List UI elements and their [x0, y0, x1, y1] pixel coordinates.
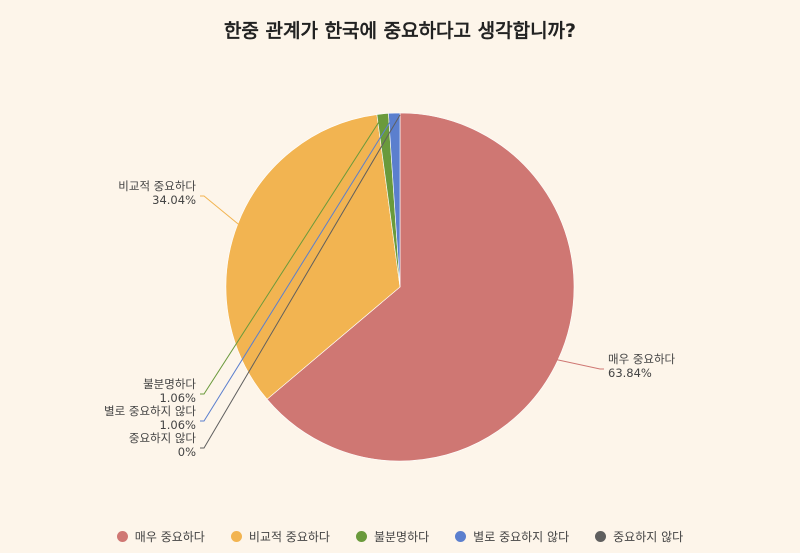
legend-label-5: 중요하지 않다 — [613, 530, 684, 544]
pie-slice-4 — [388, 112, 401, 288]
legend-swatch-1 — [116, 531, 128, 542]
slice-value-label-2: 34.04% — [152, 193, 196, 207]
legend-item-4[interactable]: 별로 중요하지 않다 — [455, 528, 569, 545]
legend-label-2: 비교적 중요하다 — [248, 530, 330, 544]
legend-label-4: 별로 중요하지 않다 — [473, 530, 570, 544]
leader-line-2 — [200, 195, 240, 226]
slice-label-4: 별로 중요하지 않다 — [104, 404, 196, 418]
slice-label-3: 불분명하다 — [143, 377, 196, 391]
leader-line-1 — [555, 358, 604, 370]
legend-swatch-2 — [230, 531, 242, 542]
slice-label-1: 매우 중요하다 — [608, 352, 676, 366]
legend-label-3: 불분명하다 — [373, 530, 430, 544]
slice-value-label-3: 1.06% — [159, 391, 196, 405]
slice-label-2: 비교적 중요하다 — [118, 179, 196, 193]
legend-swatch-4 — [455, 531, 467, 542]
leader-line-5 — [200, 114, 401, 449]
legend-item-1[interactable]: 매우 중요하다 — [116, 528, 205, 545]
legend-swatch-5 — [595, 531, 607, 542]
leader-line-3 — [200, 115, 384, 395]
chart-legend: 매우 중요하다 비교적 중요하다 불분명하다 별로 중요하지 않다 중요하지 않다 — [0, 528, 800, 545]
legend-label-1: 매우 중요하다 — [134, 530, 205, 544]
legend-item-5[interactable]: 중요하지 않다 — [595, 528, 683, 545]
slice-value-label-1: 63.84% — [608, 366, 652, 380]
legend-item-3[interactable]: 불분명하다 — [355, 528, 430, 545]
slice-value-label-5: 0% — [178, 445, 196, 459]
chart-title: 한중 관계가 한국에 중요하다고 생각합니까? — [223, 20, 577, 42]
legend-item-2[interactable]: 비교적 중요하다 — [230, 528, 330, 545]
slice-label-5: 중요하지 않다 — [129, 431, 197, 445]
leader-line-4 — [200, 114, 395, 422]
slice-value-label-4: 1.06% — [159, 418, 196, 432]
legend-swatch-3 — [355, 531, 367, 542]
